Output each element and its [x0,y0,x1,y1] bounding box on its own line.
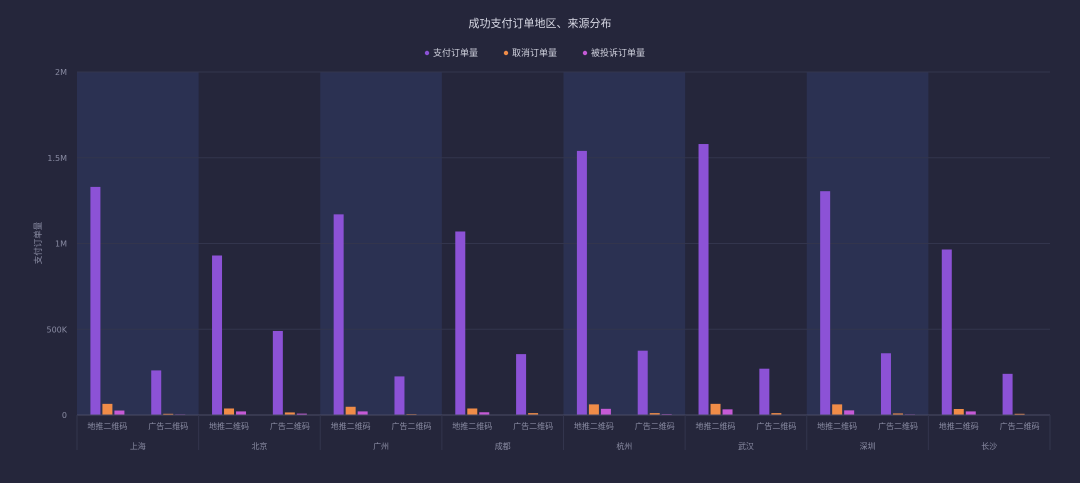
y-tick-label: 2M [55,68,67,77]
bar [941,249,952,415]
bar [880,353,891,415]
bar [1014,413,1025,415]
x-tick-label: 地推二维码 [331,421,371,431]
x-tick-label: 地推二维码 [696,421,736,431]
y-axis-label: 支付订单量 [33,221,44,264]
x-tick-label: 广告二维码 [878,421,918,431]
bar [102,403,113,415]
bar [467,408,478,415]
bar [710,403,721,415]
bar [163,413,174,415]
group-label: 成都 [495,441,511,451]
bar [151,370,162,415]
x-tick-label: 地推二维码 [939,421,979,431]
bar [759,368,770,415]
y-tick-label: 1.5M [47,154,67,163]
bar [649,413,660,415]
legend-marker [424,50,430,56]
gridlines [77,71,1050,330]
bar [528,413,539,415]
bar [844,410,855,415]
bar [455,231,466,415]
group-label: 杭州 [616,441,632,451]
chart-title: 成功支付订单地区、来源分布 [469,16,612,30]
bar [892,413,903,415]
group-label: 深圳 [860,441,876,451]
bar [600,408,611,415]
group-label: 北京 [251,441,267,451]
bar [357,411,368,415]
y-tick-label: 0 [62,411,67,420]
group-label: 长沙 [981,441,997,451]
x-tick-label: 广告二维码 [756,421,796,431]
bar [722,409,733,415]
bar [820,191,831,415]
bar [224,408,235,415]
bar [284,412,295,415]
x-tick-label: 地推二维码 [209,421,249,431]
bar [576,150,587,415]
bar [479,412,490,415]
bar [296,413,307,415]
bar [516,354,527,415]
x-tick-label: 地推二维码 [817,421,857,431]
bar [333,214,344,415]
bar [953,408,964,415]
bar [1002,373,1013,415]
x-tick-label: 地推二维码 [87,421,127,431]
bar [637,350,648,415]
bar [345,406,356,415]
x-tick-label: 广告二维码 [270,421,310,431]
bar [272,330,283,415]
legend-label: 支付订单量 [433,47,478,59]
bar [588,404,599,415]
bar [90,186,101,415]
x-tick-label: 地推二维码 [452,421,492,431]
bar [965,411,976,415]
group-label: 广州 [373,441,389,451]
bar [236,411,247,415]
legend-label: 取消订单量 [512,47,557,59]
y-tick-label: 1M [55,240,67,249]
group-label: 上海 [130,441,146,451]
x-tick-label: 广告二维码 [513,421,553,431]
bar [394,376,405,415]
x-tick-label: 广告二维码 [148,421,188,431]
y-tick-label: 500K [46,325,67,334]
x-tick-label: 广告二维码 [391,421,431,431]
y-axis: 0 500K 1M 1.5M 2M [46,68,67,420]
legend-marker [582,50,588,56]
x-tick-label: 广告二维码 [1000,421,1040,431]
bar [771,413,782,415]
legend-label: 被投诉订单量 [591,47,645,59]
bar [212,255,223,415]
bars [90,144,1037,416]
bar [698,144,709,415]
legend-marker [503,50,509,56]
group-label: 武汉 [738,441,754,451]
bar [832,404,843,415]
x-tick-label: 广告二维码 [635,421,675,431]
bar [114,410,125,415]
legend[interactable]: 支付订单量 取消订单量 被投诉订单量 [424,47,645,59]
x-tick-label: 地推二维码 [574,421,614,431]
